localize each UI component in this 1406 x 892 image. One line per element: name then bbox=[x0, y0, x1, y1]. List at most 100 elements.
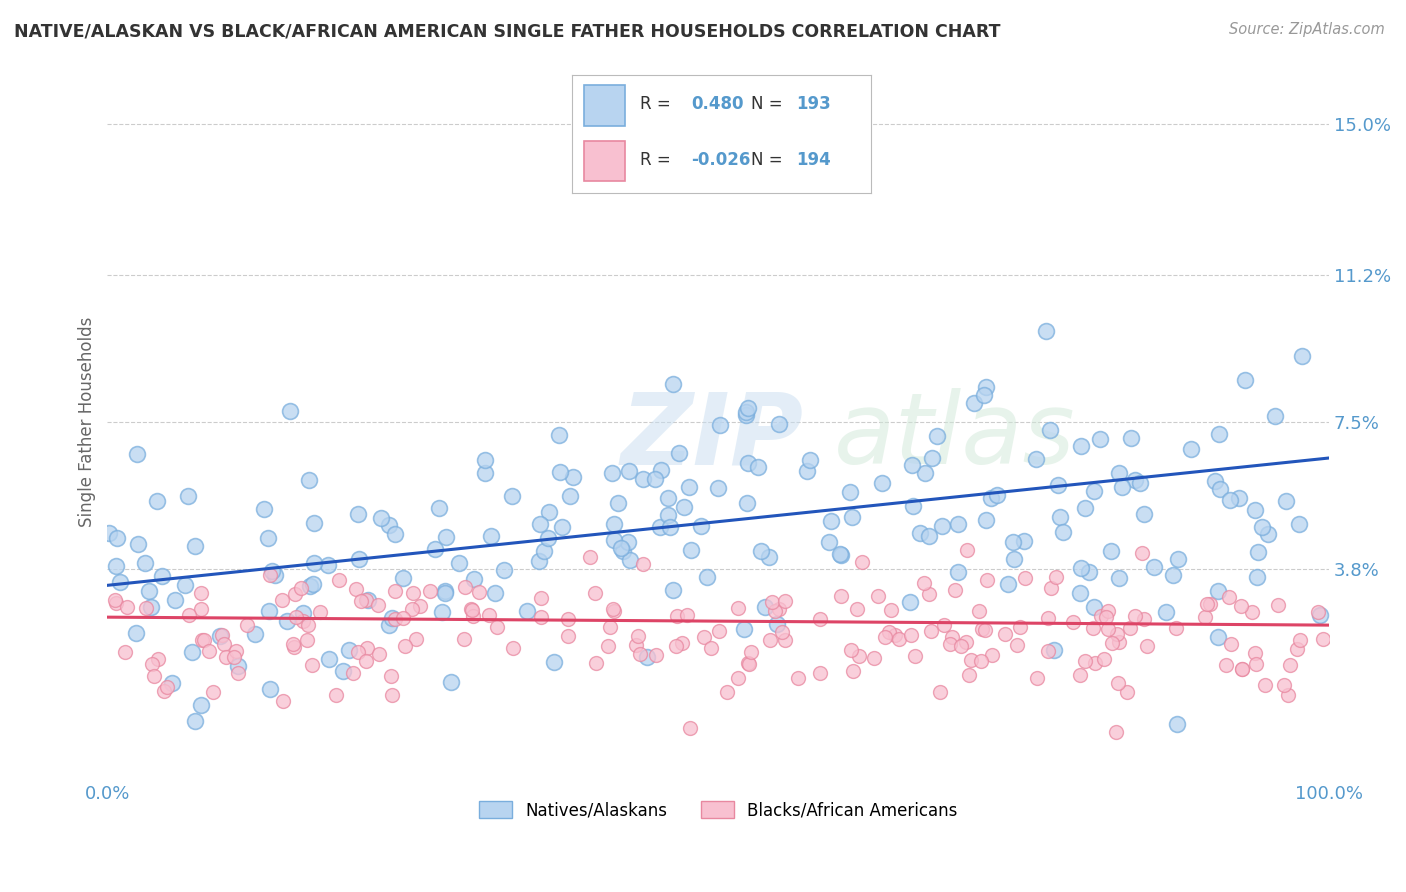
Point bbox=[974, 379, 997, 393]
Point bbox=[409, 599, 432, 613]
Point bbox=[1069, 667, 1091, 681]
Point bbox=[934, 618, 956, 632]
Point bbox=[960, 653, 983, 667]
Point bbox=[737, 456, 759, 470]
Point bbox=[328, 574, 350, 588]
Point bbox=[1045, 570, 1067, 584]
Point bbox=[709, 418, 731, 433]
Point bbox=[484, 586, 506, 600]
Point bbox=[607, 496, 630, 510]
Point bbox=[1062, 615, 1084, 629]
Point bbox=[1257, 527, 1279, 541]
Point bbox=[1078, 565, 1101, 579]
Point bbox=[749, 544, 772, 558]
Point bbox=[391, 571, 413, 585]
Point bbox=[349, 551, 371, 566]
Point bbox=[986, 488, 1008, 502]
Point bbox=[735, 496, 758, 510]
Point bbox=[900, 628, 922, 642]
Point bbox=[938, 637, 960, 651]
Point bbox=[433, 583, 456, 598]
Point bbox=[1090, 432, 1112, 446]
Point bbox=[502, 640, 524, 655]
Point bbox=[657, 508, 679, 522]
Point bbox=[276, 614, 298, 628]
Point bbox=[342, 666, 364, 681]
Point bbox=[263, 568, 285, 582]
Point bbox=[659, 520, 682, 534]
Point bbox=[1081, 621, 1104, 635]
Point bbox=[602, 602, 624, 616]
Point bbox=[1267, 598, 1289, 612]
Point bbox=[627, 629, 650, 643]
Point bbox=[394, 639, 416, 653]
Point bbox=[153, 683, 176, 698]
Point bbox=[967, 604, 990, 618]
Point bbox=[1070, 439, 1092, 453]
Point bbox=[600, 466, 623, 480]
Point bbox=[679, 721, 702, 735]
Point bbox=[727, 671, 749, 685]
Point bbox=[735, 409, 758, 423]
Point bbox=[162, 676, 184, 690]
Point bbox=[104, 596, 127, 610]
Point bbox=[384, 583, 406, 598]
Point bbox=[648, 520, 671, 534]
Point bbox=[256, 531, 278, 545]
Point bbox=[1008, 620, 1031, 634]
Point bbox=[156, 680, 179, 694]
Point bbox=[1105, 725, 1128, 739]
Point bbox=[1219, 637, 1241, 651]
Point bbox=[1232, 662, 1254, 676]
Point bbox=[548, 465, 571, 479]
Point bbox=[644, 472, 666, 486]
Point bbox=[139, 599, 162, 614]
Point bbox=[974, 513, 997, 527]
Point bbox=[1039, 423, 1062, 437]
Point bbox=[1154, 605, 1177, 619]
Point bbox=[141, 657, 163, 671]
Point bbox=[1025, 452, 1047, 467]
Point bbox=[1279, 657, 1302, 672]
Point bbox=[449, 556, 471, 570]
Point bbox=[225, 644, 247, 658]
Point bbox=[696, 570, 718, 584]
Point bbox=[624, 639, 647, 653]
Point bbox=[737, 657, 759, 671]
Point bbox=[973, 388, 995, 402]
Point bbox=[956, 542, 979, 557]
Point bbox=[631, 472, 654, 486]
Point bbox=[291, 614, 314, 628]
Point bbox=[384, 527, 406, 541]
Point bbox=[1195, 598, 1218, 612]
Point bbox=[1227, 491, 1250, 506]
Point bbox=[547, 428, 569, 442]
Point bbox=[603, 604, 626, 618]
Point bbox=[1002, 551, 1025, 566]
Point bbox=[316, 558, 339, 572]
Point bbox=[181, 645, 204, 659]
Point bbox=[707, 624, 730, 638]
Point bbox=[668, 446, 690, 460]
Point bbox=[125, 447, 148, 461]
Point bbox=[914, 466, 936, 480]
Point bbox=[215, 649, 238, 664]
Point bbox=[838, 485, 860, 500]
Point bbox=[357, 593, 380, 607]
Point bbox=[1312, 632, 1334, 646]
Point bbox=[1132, 612, 1154, 626]
Point bbox=[1097, 604, 1119, 618]
Point bbox=[612, 543, 634, 558]
Point bbox=[292, 606, 315, 620]
Point bbox=[1218, 590, 1240, 604]
Point bbox=[1180, 442, 1202, 457]
Point bbox=[665, 640, 688, 654]
Point bbox=[183, 714, 205, 728]
Point bbox=[1277, 688, 1299, 702]
Point bbox=[1036, 643, 1059, 657]
Point bbox=[384, 612, 406, 626]
Point bbox=[1264, 409, 1286, 423]
Point bbox=[377, 518, 399, 533]
Point bbox=[908, 525, 931, 540]
Point bbox=[787, 671, 810, 685]
